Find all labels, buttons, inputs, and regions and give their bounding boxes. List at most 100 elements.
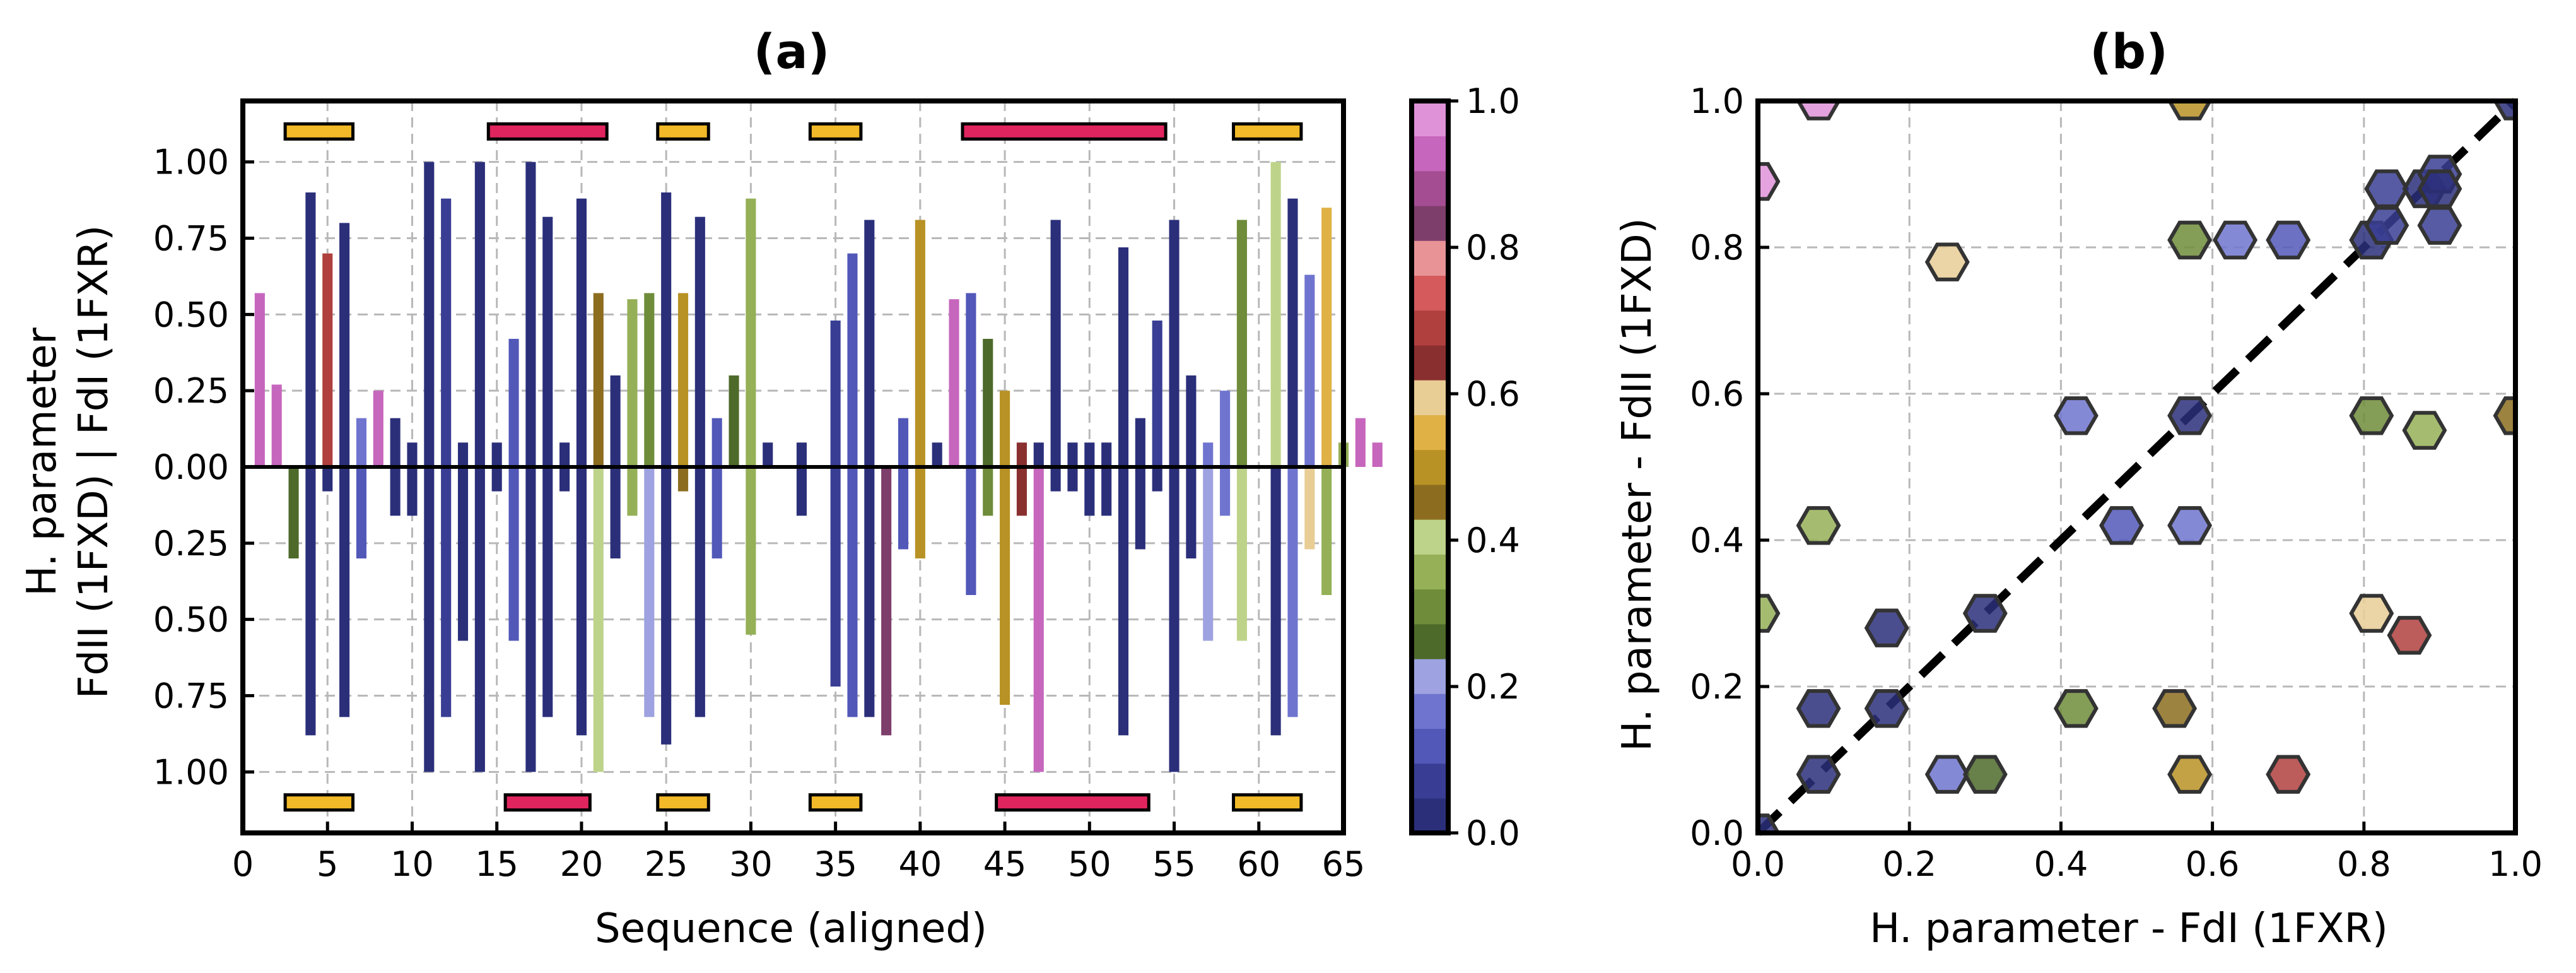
bar-top xyxy=(508,339,519,467)
bar-bottom xyxy=(661,467,672,745)
scatter-point xyxy=(2266,755,2311,794)
bar-bottom xyxy=(746,467,756,635)
bar-bottom xyxy=(983,467,993,516)
ss-top-helix xyxy=(961,122,1168,141)
colorbar-tick-label: 0.8 xyxy=(1466,228,1520,268)
bar-top xyxy=(627,299,638,467)
colorbar-cell xyxy=(1412,798,1448,834)
scatter-point xyxy=(2167,220,2213,260)
bar-bottom xyxy=(1270,467,1281,736)
bar-top xyxy=(1321,208,1332,467)
ss-top-strand xyxy=(808,122,863,141)
bar-top xyxy=(305,192,316,467)
bar-top xyxy=(441,198,452,467)
bar-bottom xyxy=(356,467,366,558)
x-tick-label: 5 xyxy=(317,844,338,884)
scatter-point xyxy=(1924,242,1970,281)
scatter-point xyxy=(1924,755,1970,794)
bar-top xyxy=(847,253,858,467)
bar-top xyxy=(1169,220,1180,467)
ss-bottom-helix xyxy=(995,793,1150,812)
bar-bottom xyxy=(694,467,705,717)
scatter-point xyxy=(2167,506,2213,545)
y-tick-label: 1.0 xyxy=(1690,81,1744,121)
scatter-point xyxy=(1962,594,2008,633)
bar-top xyxy=(1220,391,1231,467)
colorbar-tick-label: 0.2 xyxy=(1466,667,1520,707)
bar-bottom xyxy=(322,467,333,492)
colorbar-cell xyxy=(1412,658,1448,694)
x-tick-label: 30 xyxy=(729,844,773,884)
bar-bottom xyxy=(1016,467,1027,516)
colorbar-cell xyxy=(1412,170,1448,206)
bar-bottom xyxy=(898,467,909,550)
panel-b-diagonal-line xyxy=(1755,98,2519,836)
bar-top xyxy=(474,162,485,467)
x-tick-label: 40 xyxy=(898,844,942,884)
x-tick-label: 0.0 xyxy=(1731,844,1785,884)
bar-bottom xyxy=(1135,467,1145,550)
bar-top xyxy=(983,339,993,467)
bar-top xyxy=(949,299,959,467)
bar-top xyxy=(457,442,469,467)
bar-bottom xyxy=(1101,467,1112,516)
bar-top xyxy=(711,418,722,467)
y-tick-label: 0.50 xyxy=(153,600,229,640)
bar-bottom xyxy=(1304,467,1315,550)
bar-bottom xyxy=(1287,467,1298,717)
bar-bottom xyxy=(593,467,604,772)
x-tick-label: 0.2 xyxy=(1882,844,1936,884)
bar-top xyxy=(1067,442,1078,467)
y-tick-label: 0.0 xyxy=(1690,813,1744,853)
ss-bottom-strand xyxy=(808,793,863,812)
bar-bottom xyxy=(457,467,469,641)
colorbar-cell xyxy=(1412,345,1448,380)
ss-top-strand xyxy=(656,122,710,141)
bar-top xyxy=(661,192,672,467)
colorbar-tick-label: 0.6 xyxy=(1466,374,1520,414)
colorbar-cell xyxy=(1412,484,1448,520)
bar-bottom xyxy=(1152,467,1162,492)
panel-a-bars xyxy=(254,162,1383,772)
colorbar-cell xyxy=(1412,449,1448,485)
y-tick-label: 0.4 xyxy=(1690,521,1744,560)
colorbar-tick-label: 0.0 xyxy=(1466,813,1520,853)
colorbar-cell xyxy=(1412,136,1448,172)
bar-top xyxy=(644,293,655,467)
bar-bottom xyxy=(847,467,858,717)
colorbar-cell xyxy=(1412,310,1448,346)
bar-top xyxy=(424,162,435,467)
scatter-point xyxy=(2053,396,2099,435)
bar-bottom xyxy=(491,467,502,492)
colorbar-cell xyxy=(1412,205,1448,241)
bar-bottom xyxy=(288,467,299,558)
colorbar-cell xyxy=(1412,275,1448,311)
bar-top xyxy=(729,375,739,467)
bar-bottom xyxy=(1084,467,1095,516)
y-tick-label: 0.00 xyxy=(153,447,229,487)
bar-top xyxy=(559,442,570,467)
scatter-point xyxy=(2266,220,2311,260)
scatter-point xyxy=(1796,689,1841,728)
colorbar-ticks: 0.0 0.2 0.4 0.6 0.8 1.0 xyxy=(1448,81,1520,853)
bar-top xyxy=(915,220,925,467)
bar-bottom xyxy=(424,467,435,772)
scatter-point xyxy=(2417,169,2462,208)
bar-bottom xyxy=(1186,467,1197,558)
panel-a: (a) 0 5 10 15 20 25 30 35 40 45 50 55 60 65 1.00 0.75 0.… xyxy=(19,23,1383,952)
bar-bottom xyxy=(407,467,418,516)
colorbar-cell xyxy=(1412,554,1448,590)
scatter-point xyxy=(2349,594,2394,633)
x-tick-label: 55 xyxy=(1152,844,1196,884)
panel-a-ticks: 0 5 10 15 20 25 30 35 40 45 50 55 60 65 1.00 0.75 0.50 0.… xyxy=(153,143,1366,884)
bar-bottom xyxy=(1203,467,1214,641)
y-tick-label: 0.2 xyxy=(1690,667,1744,707)
bar-bottom xyxy=(441,467,452,717)
colorbar-cell xyxy=(1412,589,1448,625)
bar-top xyxy=(1152,321,1162,467)
bar-top xyxy=(407,442,418,467)
panel-a-secondary-structure xyxy=(283,122,1303,812)
bar-bottom xyxy=(881,467,892,736)
colorbar-cell xyxy=(1412,415,1448,451)
scatter-point xyxy=(2493,101,2515,121)
